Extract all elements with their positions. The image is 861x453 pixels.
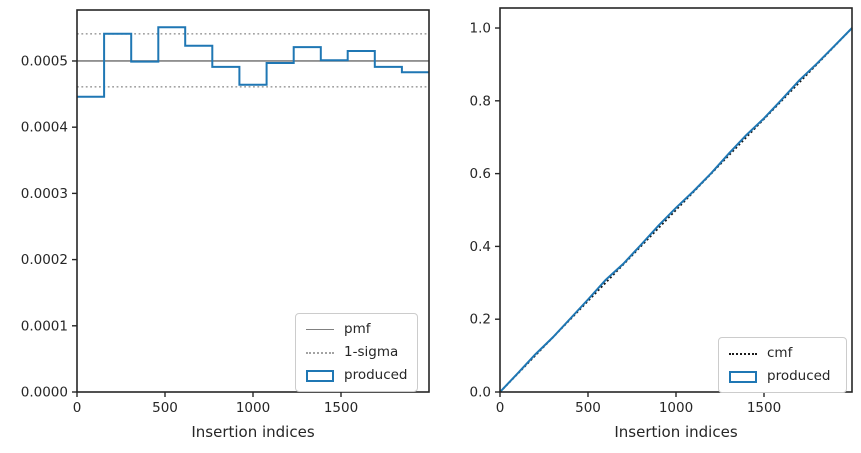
produced-step-path	[77, 26, 429, 98]
y-tick-label: 0.0004	[21, 120, 68, 136]
y-tick-label: 0.8	[470, 93, 491, 109]
x-tick-label: 500	[152, 400, 178, 416]
legend-label-produced-left: produced	[344, 366, 408, 383]
produced-rect-swatch-icon	[306, 369, 334, 382]
y-tick-label: 1.0	[470, 21, 491, 37]
axes-spines	[499, 7, 853, 393]
right-plot-axes: 0 500 1000 1500 0.0 0.2 0.4 0.6 0.8 1.0	[470, 7, 853, 416]
legend-item-pmf: pmf	[296, 318, 417, 341]
left-plot-legend: pmf 1-sigma produced	[295, 313, 418, 392]
pmf-line-swatch-icon	[306, 329, 334, 330]
y-tick-label: 0.6	[470, 166, 491, 182]
cmf-dotted-swatch-icon	[729, 352, 757, 355]
y-tick-label: 0.0	[470, 385, 491, 401]
y-tick-label: 0.4	[470, 239, 491, 255]
y-tick-label: 0.0000	[21, 385, 68, 401]
x-tick-label: 500	[575, 400, 601, 416]
y-tick-label: 0.0003	[21, 186, 68, 202]
y-tick-label: 0.0002	[21, 252, 68, 268]
sigma-dotted-swatch-icon	[306, 351, 334, 354]
y-tick-label: 0.2	[470, 312, 491, 328]
pmf-and-sigma-lines	[77, 33, 429, 88]
right-plot-legend: cmf produced	[718, 337, 847, 393]
left-plot-axes: 0 500 1000 1500 0.0000 0.0001 0.0002 0.0003 0.00…	[21, 9, 430, 416]
y-tick-label: 0.0005	[21, 53, 68, 69]
cmf-and-produced-lines	[499, 27, 853, 393]
legend-label-pmf: pmf	[344, 320, 371, 337]
legend-item-cmf: cmf	[719, 342, 846, 365]
produced-histogram-line	[77, 26, 429, 98]
legend-item-1-sigma: 1-sigma	[296, 341, 417, 364]
x-tick-label: 1000	[659, 400, 693, 416]
legend-item-produced-right: produced	[719, 365, 846, 388]
produced-rect-swatch-icon	[729, 370, 757, 383]
x-tick-label: 1500	[747, 400, 781, 416]
legend-label-1-sigma: 1-sigma	[344, 343, 399, 360]
right-plot: 0 500 1000 1500 0.0 0.2 0.4 0.6 0.8 1.0 Insertion…	[470, 7, 853, 441]
x-tick-label: 0	[73, 400, 82, 416]
x-tick-label: 1500	[324, 400, 358, 416]
legend-label-produced-right: produced	[767, 367, 831, 384]
left-plot: 0 500 1000 1500 0.0000 0.0001 0.0002 0.0003 0.00…	[21, 9, 430, 441]
x-tick-label: 1000	[236, 400, 270, 416]
left-x-axis-label: Insertion indices	[191, 423, 314, 441]
legend-label-cmf: cmf	[767, 344, 793, 361]
produced-cdf-path	[499, 27, 853, 393]
y-tick-label: 0.0001	[21, 318, 68, 334]
x-tick-label: 0	[496, 400, 505, 416]
legend-item-produced-left: produced	[296, 364, 417, 387]
right-x-axis-label: Insertion indices	[614, 423, 737, 441]
